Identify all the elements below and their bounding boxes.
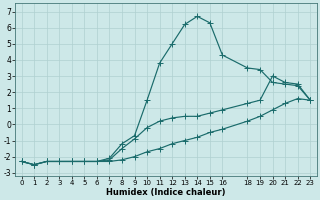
- X-axis label: Humidex (Indice chaleur): Humidex (Indice chaleur): [106, 188, 226, 197]
